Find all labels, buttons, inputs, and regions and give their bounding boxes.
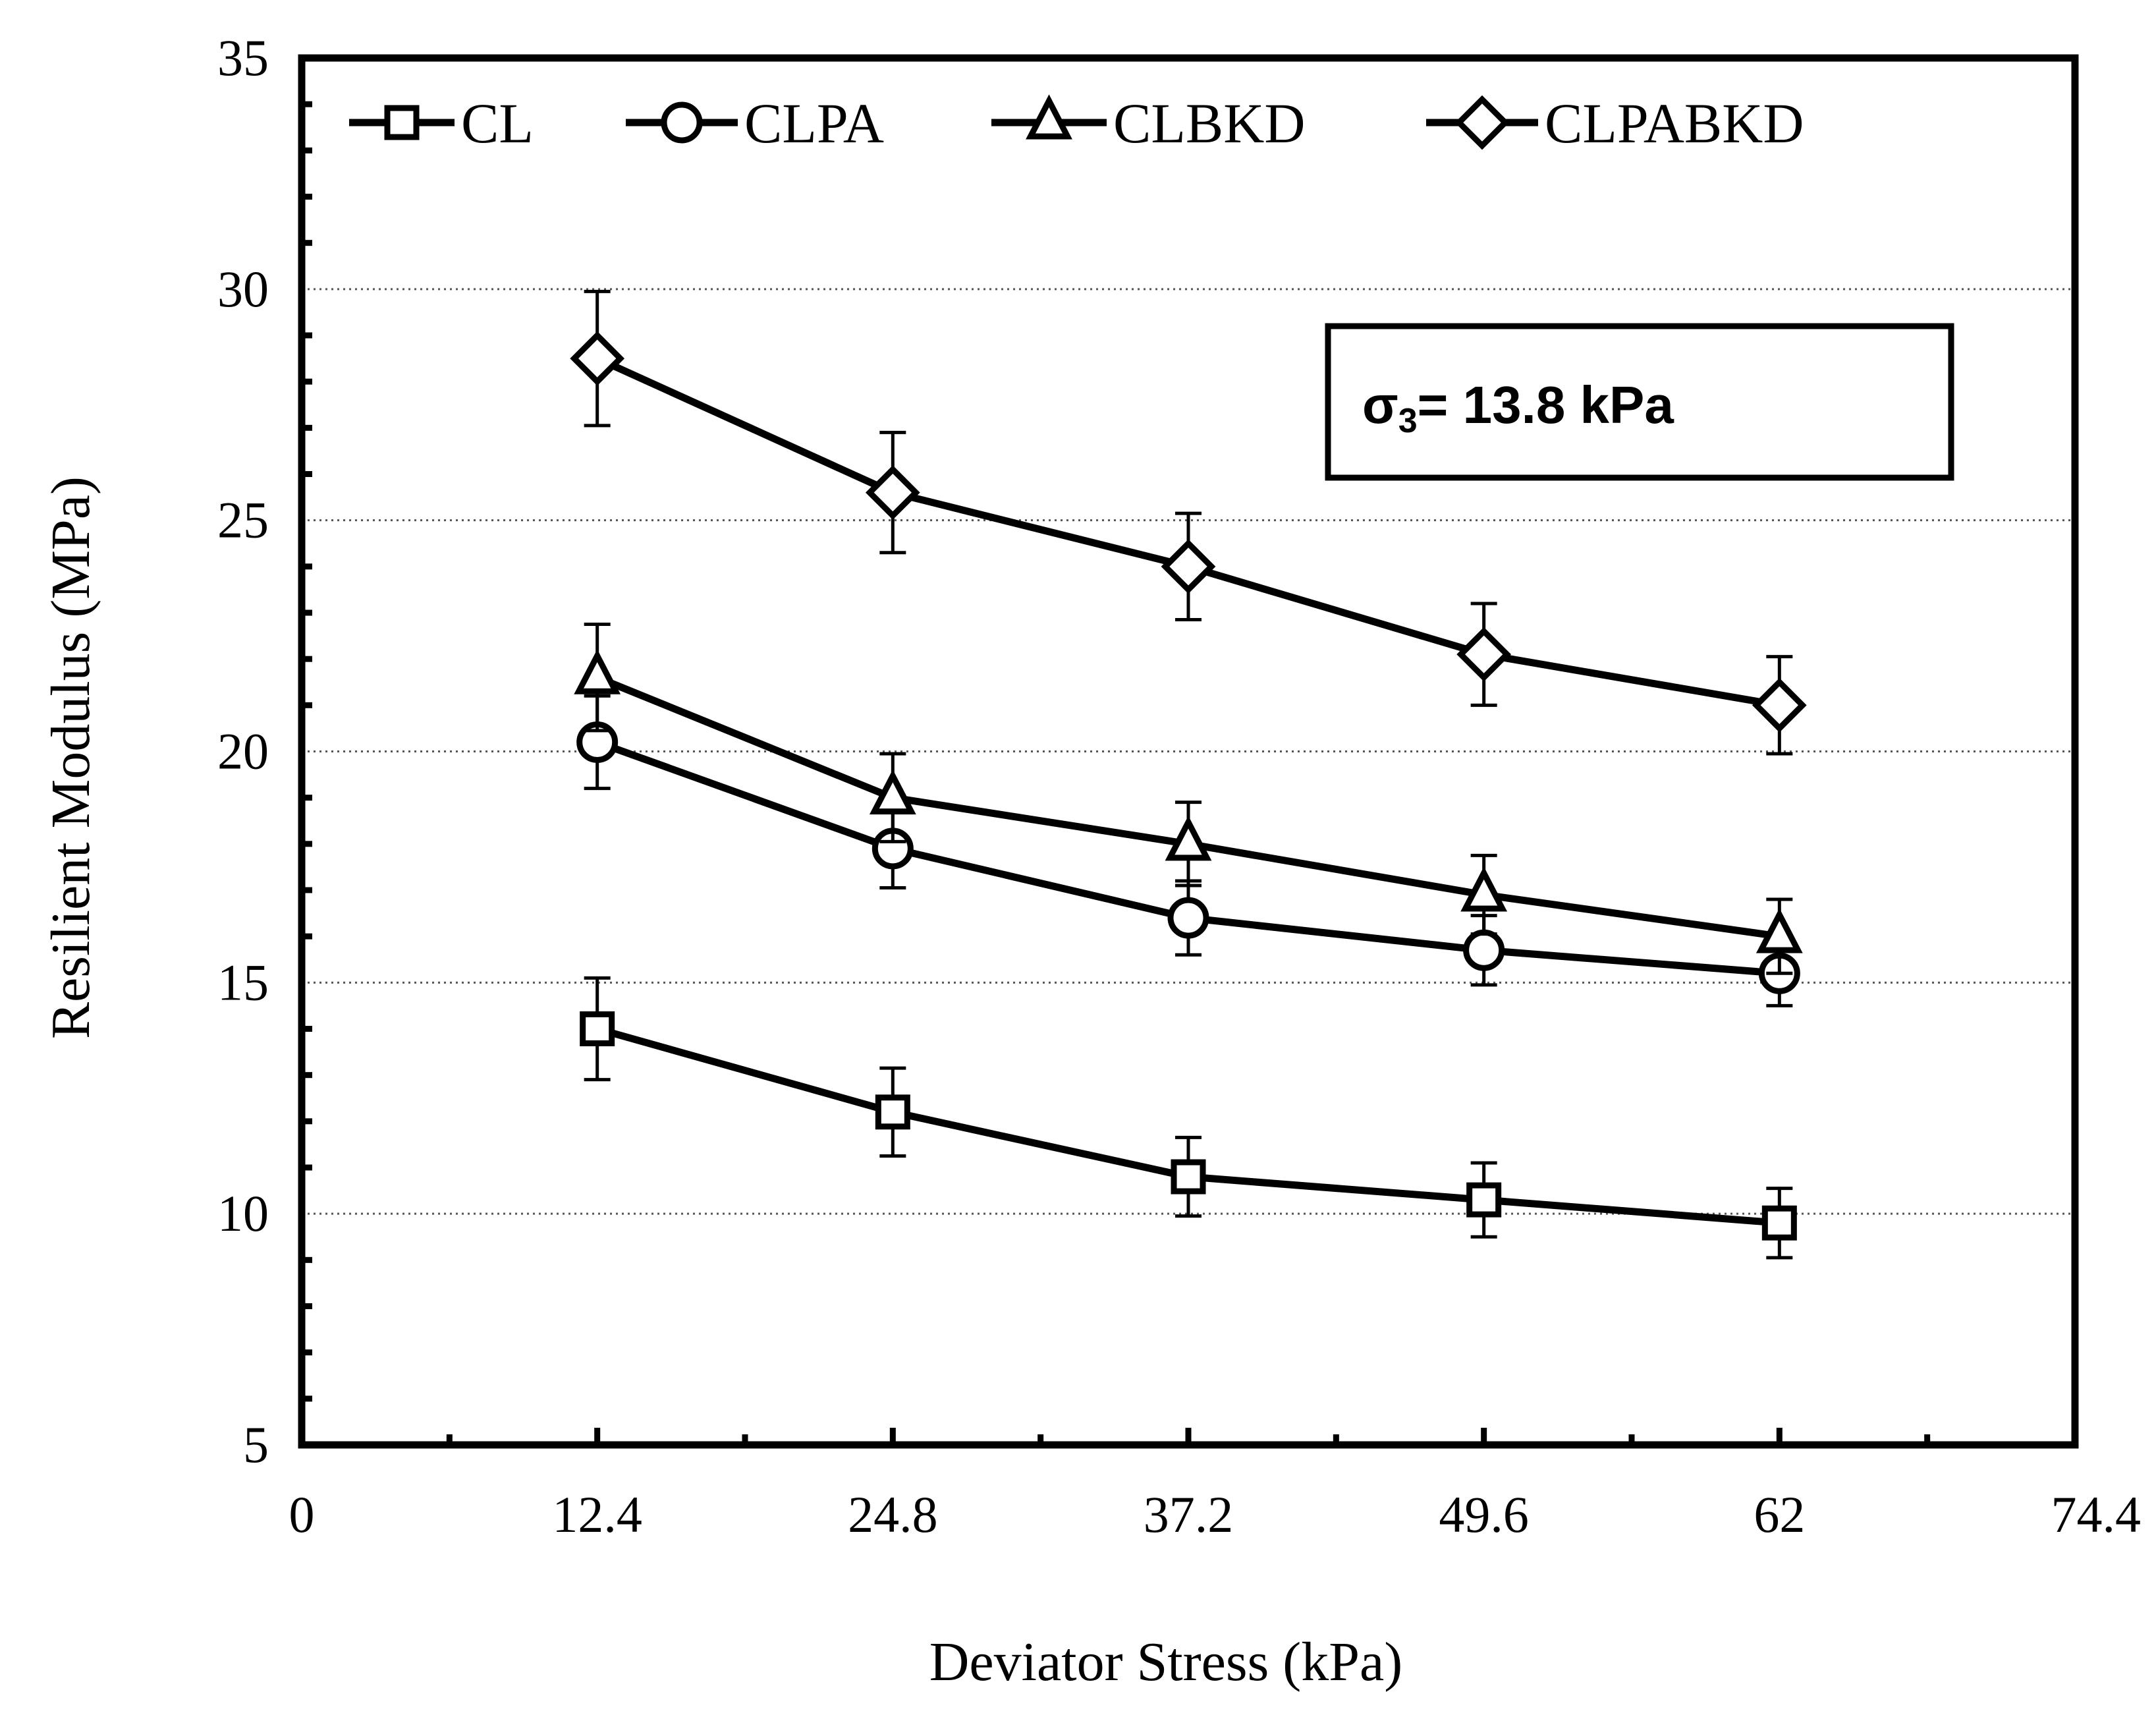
legend: CL CLPA CLBKD CLPABKD <box>349 92 1804 155</box>
legend-marker-clpabkd <box>1454 95 1510 150</box>
x-tick-label-0: 0 <box>289 1486 315 1543</box>
clbkd-point <box>1755 908 1803 953</box>
condition-annotation: σ3= 13.8 kPa <box>1325 323 1954 481</box>
x-tick-label-49.6: 49.6 <box>1439 1486 1529 1543</box>
y-axis-title: Resilient Modulus (MPa) <box>40 476 101 1039</box>
cl-point <box>1171 1159 1206 1195</box>
x-axis-title: Deviator Stress (kPa) <box>929 1631 1403 1693</box>
legend-item-clbkd: CLBKD <box>991 92 1305 155</box>
clbkd-point <box>574 649 621 694</box>
x-tick-label-12.4: 12.4 <box>552 1486 642 1543</box>
clpabkd-point <box>1161 539 1216 594</box>
cl-point <box>875 1094 910 1130</box>
cl-point <box>1466 1182 1502 1218</box>
y-tick-label-35: 35 <box>217 29 269 86</box>
clpa-point <box>1167 897 1209 939</box>
y-tick-label-15: 15 <box>217 953 269 1011</box>
y-tick-label-5: 5 <box>243 1416 269 1473</box>
annotation-subscript: 3 <box>1398 402 1418 440</box>
series-clbkd <box>574 623 1803 975</box>
clpabkd-point <box>1752 677 1807 733</box>
series-cl <box>580 976 1797 1260</box>
legend-marker-cl <box>384 105 420 140</box>
x-tick-label-74.4: 74.4 <box>2051 1486 2142 1543</box>
clpabkd-point <box>865 465 920 520</box>
legend-marker-clpa <box>661 101 703 144</box>
x-tick-label-37.2: 37.2 <box>1144 1486 1234 1543</box>
y-tick-label-20: 20 <box>217 723 269 780</box>
clpabkd-point <box>1456 627 1512 682</box>
clbkd-point <box>1460 866 1508 912</box>
legend-label-clpa: CLPA <box>744 92 884 155</box>
legend-label-cl: CL <box>461 92 534 155</box>
legend-item-cl: CL <box>349 92 534 155</box>
cl-point <box>1761 1205 1797 1241</box>
tick-labels: 5 10 15 20 25 30 35 0 12.4 24.8 37.2 49.6 62 74.4 <box>217 29 2141 1543</box>
y-tick-label-25: 25 <box>217 492 269 549</box>
clpabkd-point <box>570 331 625 386</box>
clpa-point <box>1463 929 1505 971</box>
y-tick-label-30: 30 <box>217 260 269 318</box>
clbkd-point <box>869 769 916 815</box>
x-tick-label-62: 62 <box>1754 1486 1805 1543</box>
legend-item-clpa: CLPA <box>626 92 884 155</box>
legend-item-clpabkd: CLPABKD <box>1426 92 1804 155</box>
annotation-box <box>1325 323 1954 481</box>
clbkd-point <box>1165 816 1212 861</box>
legend-label-clbkd: CLBKD <box>1113 92 1305 155</box>
legend-label-clpabkd: CLPABKD <box>1545 92 1804 155</box>
annotation-value: = 13.8 kPa <box>1418 376 1674 434</box>
y-tick-label-10: 10 <box>217 1185 269 1242</box>
annotation-text: σ3= 13.8 kPa <box>1362 376 1674 440</box>
legend-marker-clbkd <box>1026 94 1072 140</box>
annotation-sigma: σ <box>1362 376 1398 434</box>
plot-area-frame <box>298 54 2079 1449</box>
cl-point <box>580 1011 615 1046</box>
series-group <box>570 289 1807 1260</box>
x-tick-label-24.8: 24.8 <box>848 1486 938 1543</box>
series-clpabkd <box>570 289 1807 756</box>
